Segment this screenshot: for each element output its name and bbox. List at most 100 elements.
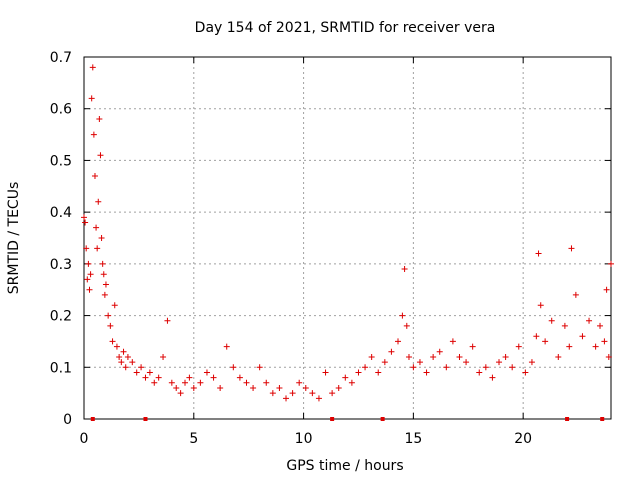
data-point: [309, 390, 316, 397]
data-point: [160, 353, 167, 360]
data-point: [164, 317, 171, 324]
data-point: [476, 369, 483, 376]
x-axis-title: GPS time / hours: [286, 458, 403, 474]
data-point: [489, 374, 496, 381]
data-point: [146, 369, 153, 376]
data-point: [120, 348, 127, 355]
data-point: [572, 291, 579, 298]
data-point: [548, 317, 555, 324]
data-point: [601, 338, 608, 345]
data-point: [91, 172, 98, 179]
data-point: [89, 64, 96, 71]
data-point: [542, 338, 549, 345]
data-point: [537, 302, 544, 309]
data-point: [283, 395, 290, 402]
data-point: [83, 245, 90, 252]
data-point: [86, 286, 93, 293]
data-point: [443, 364, 450, 371]
data-point: [155, 374, 162, 381]
data-point: [236, 374, 243, 381]
data-point: [403, 322, 410, 329]
data-point: [502, 353, 509, 360]
data-point: [186, 374, 193, 381]
x-tick-label: 5: [189, 431, 198, 447]
baseline-marker: [330, 417, 335, 421]
data-point: [322, 369, 329, 376]
data-point: [469, 343, 476, 350]
data-point: [230, 364, 237, 371]
data-point: [250, 384, 257, 391]
y-tick-label: 0.7: [50, 50, 72, 66]
data-point: [597, 322, 604, 329]
data-point: [362, 364, 369, 371]
data-point: [289, 390, 296, 397]
data-point: [592, 343, 599, 350]
data-point: [142, 374, 149, 381]
data-point: [256, 364, 263, 371]
data-point: [87, 271, 94, 278]
data-point: [109, 338, 116, 345]
data-point: [122, 364, 129, 371]
y-tick-label: 0.5: [50, 153, 72, 169]
y-tick-label: 0.4: [50, 205, 72, 221]
chart-title: Day 154 of 2021, SRMTID for receiver ver…: [195, 20, 496, 36]
data-point: [124, 353, 131, 360]
data-point: [116, 353, 123, 360]
data-point: [107, 322, 114, 329]
plot-frame: [83, 56, 612, 420]
data-point: [355, 369, 362, 376]
data-point: [463, 359, 470, 366]
data-point: [315, 395, 322, 402]
x-tick-label: 15: [404, 431, 422, 447]
y-axis-title: SRMTID / TECUs: [6, 182, 22, 295]
data-point: [342, 374, 349, 381]
data-point: [423, 369, 430, 376]
data-point: [401, 266, 408, 273]
data-point: [410, 364, 417, 371]
data-point: [482, 364, 489, 371]
data-point: [603, 286, 610, 293]
baseline-marker: [565, 417, 570, 421]
data-point: [84, 276, 91, 283]
data-point: [528, 359, 535, 366]
data-point: [98, 235, 105, 241]
data-point: [81, 214, 87, 221]
axis-ticks: 0 5 10 15 20 0 0.1 0.2 0.3 0.4 0.5 0.6 0.7: [50, 50, 611, 447]
data-point: [217, 384, 224, 391]
data-point: [197, 379, 204, 386]
y-tick-label: 0.2: [50, 309, 72, 325]
data-point: [568, 245, 575, 252]
data-point: [381, 359, 388, 366]
data-point: [608, 260, 614, 267]
data-point: [113, 343, 120, 350]
baseline-marker: [90, 417, 95, 421]
data-point: [243, 379, 250, 386]
data-point: [555, 353, 562, 360]
data-point: [375, 369, 382, 376]
data-point: [94, 245, 101, 252]
data-point: [430, 353, 437, 360]
data-point: [101, 291, 108, 298]
data-point: [296, 379, 303, 386]
data-point: [82, 219, 89, 226]
data-point: [579, 333, 586, 340]
data-point: [509, 364, 516, 371]
data-point: [133, 369, 140, 376]
data-point: [561, 322, 568, 329]
data-point: [102, 281, 109, 288]
data-point: [515, 343, 522, 350]
baseline-marker: [600, 417, 605, 421]
data-point: [105, 312, 112, 319]
data-point: [95, 198, 102, 205]
data-point: [302, 384, 309, 391]
data-point: [368, 353, 375, 360]
data-point: [93, 224, 100, 231]
y-tick-label: 0.6: [50, 102, 72, 118]
data-point: [118, 359, 125, 366]
y-tick-label: 0.3: [50, 257, 72, 273]
data-point: [335, 384, 342, 391]
data-points: [81, 64, 614, 421]
data-point: [88, 95, 95, 102]
data-point: [97, 152, 104, 159]
